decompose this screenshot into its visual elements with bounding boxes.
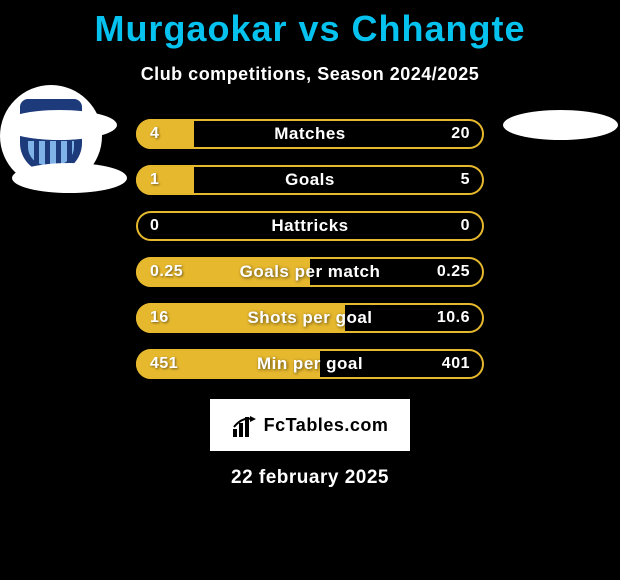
badge-stripes <box>28 141 74 165</box>
stat-row: 0 Hattricks 0 <box>136 211 484 241</box>
left-value: 451 <box>150 355 178 373</box>
bar-text: 0.25 Goals per match 0.25 <box>136 257 484 287</box>
stat-label: Goals per match <box>240 262 381 282</box>
bar-text: 4 Matches 20 <box>136 119 484 149</box>
stat-row: 0.25 Goals per match 0.25 <box>136 257 484 287</box>
bar-text: 1 Goals 5 <box>136 165 484 195</box>
date-text: 22 february 2025 <box>0 467 620 489</box>
page-title: Murgaokar vs Chhangte <box>0 0 620 50</box>
left-value: 16 <box>150 309 169 327</box>
brand-text: FcTables.com <box>264 415 389 436</box>
stat-label: Goals <box>285 170 335 190</box>
left-value: 4 <box>150 125 159 143</box>
stat-label: Shots per goal <box>247 308 372 328</box>
fctables-icon <box>232 413 258 437</box>
stat-label: Min per goal <box>257 354 363 374</box>
bar-text: 0 Hattricks 0 <box>136 211 484 241</box>
bar-text: 16 Shots per goal 10.6 <box>136 303 484 333</box>
right-value: 5 <box>461 171 470 189</box>
subtitle: Club competitions, Season 2024/2025 <box>0 64 620 85</box>
comparison-infographic: Murgaokar vs Chhangte Club competitions,… <box>0 0 620 489</box>
right-value: 0 <box>461 217 470 235</box>
stat-row: 4 Matches 20 <box>136 119 484 149</box>
bar-text: 451 Min per goal 401 <box>136 349 484 379</box>
left-value: 0 <box>150 217 159 235</box>
brand-box: FcTables.com <box>210 399 410 451</box>
stat-row: 451 Min per goal 401 <box>136 349 484 379</box>
right-value: 0.25 <box>437 263 470 281</box>
player1-logo-2 <box>12 163 127 193</box>
stat-label: Hattricks <box>271 216 348 236</box>
stat-label: Matches <box>274 124 346 144</box>
right-value: 10.6 <box>437 309 470 327</box>
player2-logo-1 <box>503 110 618 140</box>
right-value: 401 <box>442 355 470 373</box>
stat-bars: 4 Matches 20 1 Goals 5 0 Hattricks 0 <box>136 119 484 379</box>
stat-row: 1 Goals 5 <box>136 165 484 195</box>
right-value: 20 <box>451 125 470 143</box>
stat-row: 16 Shots per goal 10.6 <box>136 303 484 333</box>
left-value: 1 <box>150 171 159 189</box>
player1-logo-1 <box>2 110 117 140</box>
left-value: 0.25 <box>150 263 183 281</box>
